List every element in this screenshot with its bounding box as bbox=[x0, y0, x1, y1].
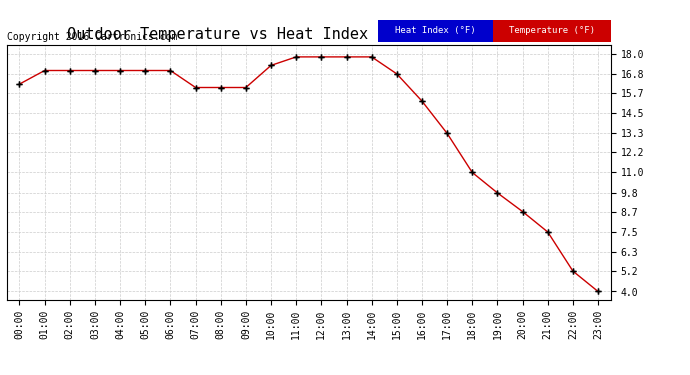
FancyBboxPatch shape bbox=[493, 20, 611, 42]
Text: Heat Index (°F): Heat Index (°F) bbox=[395, 27, 476, 36]
FancyBboxPatch shape bbox=[378, 20, 493, 42]
Text: Temperature (°F): Temperature (°F) bbox=[509, 27, 595, 36]
Text: Copyright 2016 Cartronics.com: Copyright 2016 Cartronics.com bbox=[7, 33, 177, 42]
Title: Outdoor Temperature vs Heat Index (24 Hours) 20160212: Outdoor Temperature vs Heat Index (24 Ho… bbox=[67, 27, 551, 42]
